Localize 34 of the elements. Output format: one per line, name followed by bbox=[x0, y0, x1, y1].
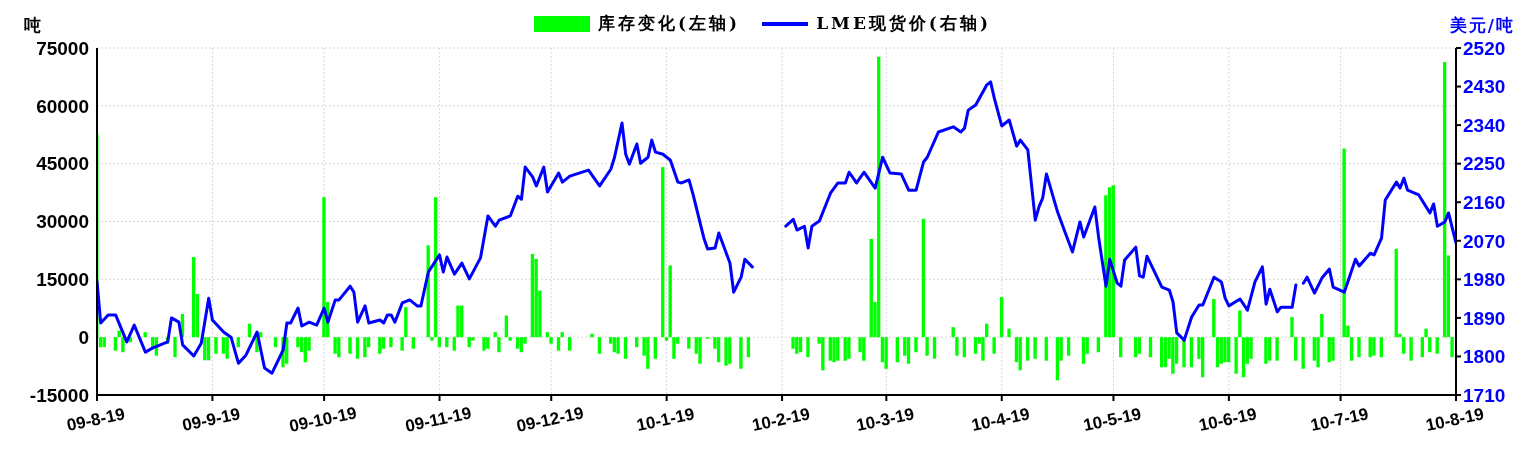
y-tick-label: 75000 bbox=[36, 37, 89, 59]
y2-tick-label: 2070 bbox=[1463, 230, 1506, 252]
y2-tick-label: 1890 bbox=[1463, 307, 1506, 329]
x-tick-label: 10-1-19 bbox=[634, 404, 697, 436]
y-tick-label: 30000 bbox=[36, 211, 89, 233]
x-tick-label: 09-11-19 bbox=[403, 403, 474, 436]
x-tick-label: 10-8-19 bbox=[1424, 404, 1486, 436]
y2-tick-label: 1980 bbox=[1463, 269, 1506, 291]
y2-tick-label: 1710 bbox=[1463, 384, 1506, 406]
x-tick-label: 10-2-19 bbox=[750, 404, 812, 436]
y2-tick-label: 2340 bbox=[1463, 114, 1506, 136]
x-tick-label: 10-3-19 bbox=[854, 404, 916, 436]
x-tick-label: 09-12-19 bbox=[514, 403, 586, 436]
x-tick-label: 10-6-19 bbox=[1197, 404, 1259, 436]
x-tick-label: 09-8-19 bbox=[65, 404, 127, 436]
x-tick-label: 09-9-19 bbox=[180, 404, 242, 436]
legend-label: 库存变化(左轴) bbox=[598, 12, 741, 35]
y2-tick-label: 2430 bbox=[1463, 76, 1506, 98]
y2-tick-label: 1800 bbox=[1463, 346, 1506, 368]
y-tick-label: 45000 bbox=[36, 153, 89, 175]
y2-tick-label: 2160 bbox=[1463, 191, 1506, 213]
y-axis-title: 吨 bbox=[24, 14, 41, 37]
x-tick-label: 10-4-19 bbox=[969, 404, 1032, 436]
x-tick-label: 10-5-19 bbox=[1081, 404, 1143, 436]
y-tick-label: -15000 bbox=[29, 384, 89, 406]
y-tick-label: 0 bbox=[78, 326, 89, 348]
y2-tick-label: 2520 bbox=[1463, 37, 1506, 59]
x-tick-label: 09-10-19 bbox=[287, 403, 359, 436]
y2-tick-label: 2250 bbox=[1463, 153, 1506, 175]
legend-label: LME现货价(右轴) bbox=[816, 12, 991, 35]
y2-axis-title: 美元/吨 bbox=[1449, 14, 1515, 37]
y-tick-label: 15000 bbox=[36, 269, 89, 291]
x-tick-label: 10-7-19 bbox=[1308, 404, 1371, 436]
y-tick-label: 60000 bbox=[36, 95, 89, 117]
